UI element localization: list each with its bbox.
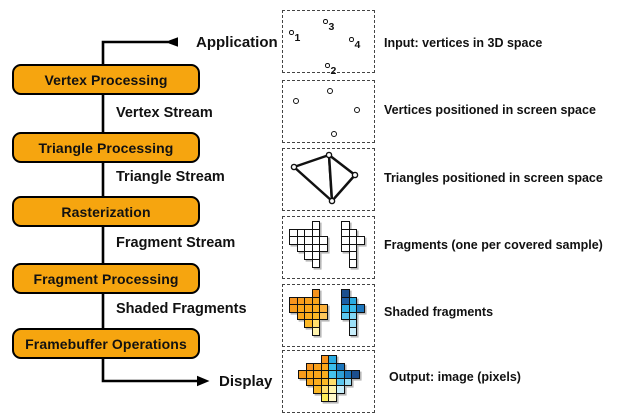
vertex-ring [354, 107, 361, 114]
description-fragments: Fragments (one per covered sample) [384, 238, 603, 252]
panel-triangles [282, 148, 375, 211]
triangle-vertex [351, 171, 359, 179]
output-pixel-cell [343, 377, 353, 387]
triangle-vertex [328, 197, 336, 205]
vertex-number: 3 [328, 20, 335, 33]
vertex-number: 1 [294, 31, 301, 44]
panel-fragments [282, 216, 375, 279]
description-triangles: Triangles positioned in screen space [384, 171, 603, 185]
panel-shaded-fragments [282, 284, 375, 347]
shaded-fragment-cell [356, 304, 365, 313]
fragment-cell [319, 243, 328, 253]
vertex-ring [293, 98, 300, 105]
output-arrowhead-icon [197, 375, 210, 387]
application-label: Application [196, 34, 278, 51]
label-shaded-fragments: Shaded Fragments [116, 301, 247, 317]
vertex-ring [327, 88, 334, 95]
description-shaded: Shaded fragments [384, 305, 494, 319]
label-vertex-stream: Vertex Stream [116, 105, 213, 121]
stage-vertex-processing: Vertex Processing [12, 64, 200, 95]
fragment-cell [311, 259, 321, 268]
description-input: Input: vertices in 3D space [384, 36, 543, 50]
output-pixel-cell [336, 385, 345, 394]
fragment-cell [356, 236, 365, 245]
triangle-vertex [325, 151, 333, 159]
stage-triangle-processing: Triangle Processing [12, 132, 200, 163]
label-fragment-stream: Fragment Stream [116, 235, 236, 251]
stage-rasterization: Rasterization [12, 196, 200, 227]
triangles-figure [290, 151, 359, 205]
panel-input-vertices: 1 2 3 4 [282, 10, 375, 76]
description-output: Output: image (pixels) [389, 370, 521, 384]
shaded-fragment-cell [319, 311, 328, 321]
panel-output-image [282, 350, 375, 413]
input-arrowhead-icon [165, 37, 178, 47]
output-pixel-cell [328, 393, 337, 402]
label-triangle-stream: Triangle Stream [116, 169, 225, 185]
fragment-cell [348, 259, 358, 268]
panel-screen-vertices [282, 80, 375, 143]
vertex-ring [331, 131, 338, 138]
shaded-fragment-cell [311, 327, 321, 336]
shaded-fragment-cell [348, 327, 358, 336]
vertex-dot [289, 30, 294, 35]
triangle-vertex [290, 163, 298, 171]
vertex-number: 2 [330, 64, 337, 77]
stage-fragment-processing: Fragment Processing [12, 263, 200, 294]
output-pixel-cell [351, 370, 360, 379]
vertex-dot [323, 19, 328, 24]
display-label: Display [219, 373, 273, 390]
vertex-dot [349, 37, 354, 42]
vertex-dot [325, 63, 330, 68]
vertex-number: 4 [354, 38, 361, 51]
description-screen-vertices: Vertices positioned in screen space [384, 103, 596, 117]
stage-framebuffer-operations: Framebuffer Operations [12, 328, 200, 359]
